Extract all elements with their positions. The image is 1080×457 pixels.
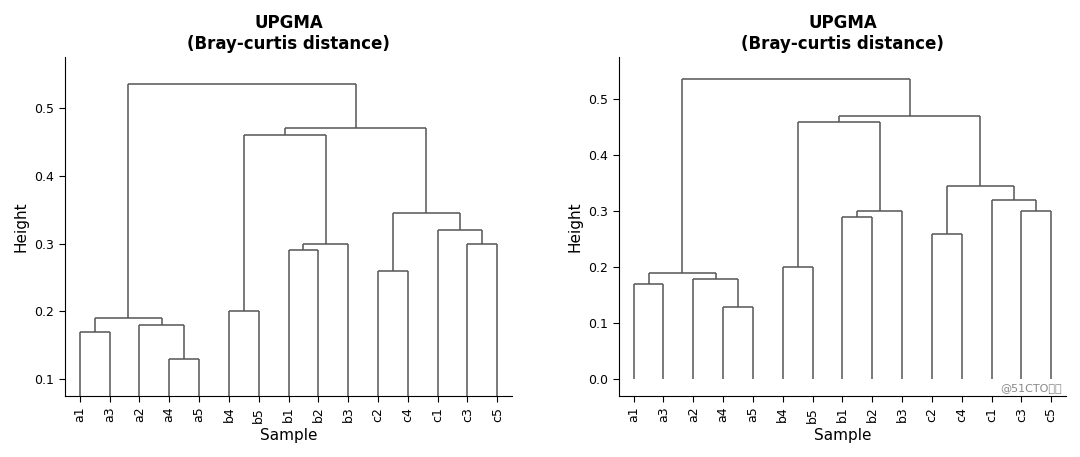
Y-axis label: Height: Height — [14, 202, 29, 252]
X-axis label: Sample: Sample — [260, 428, 318, 443]
X-axis label: Sample: Sample — [813, 428, 872, 443]
Title: UPGMA
(Bray-curtis distance): UPGMA (Bray-curtis distance) — [187, 14, 390, 53]
Text: @51CTO博客: @51CTO博客 — [1000, 383, 1062, 393]
Title: UPGMA
(Bray-curtis distance): UPGMA (Bray-curtis distance) — [741, 14, 944, 53]
Y-axis label: Height: Height — [568, 202, 583, 252]
